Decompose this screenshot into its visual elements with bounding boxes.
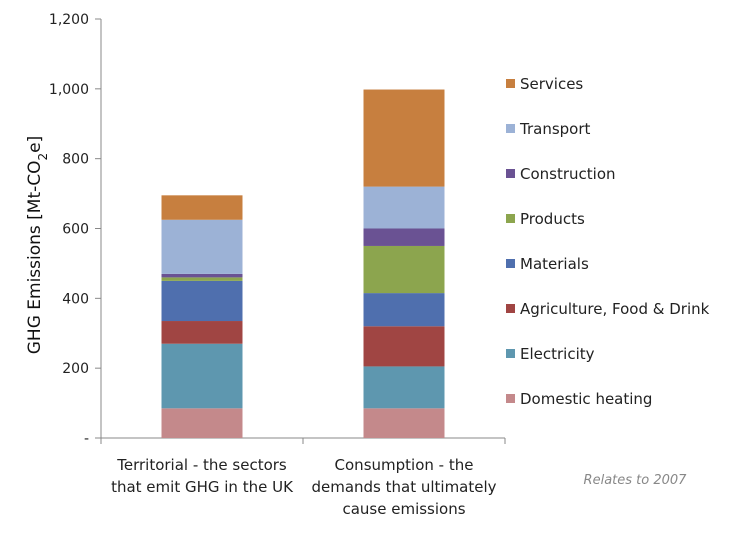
legend-label: Products bbox=[520, 210, 585, 228]
bar-segment bbox=[363, 293, 445, 327]
bars bbox=[161, 89, 445, 438]
y-tick-label: 800 bbox=[62, 152, 89, 168]
bar-segment bbox=[363, 186, 445, 229]
legend-swatch bbox=[506, 394, 515, 403]
x-category-label: Territorial - the sectors that emit GHG i… bbox=[111, 456, 294, 496]
legend-label: Services bbox=[520, 75, 583, 93]
legend-label: Transport bbox=[519, 120, 591, 138]
bar-segment bbox=[161, 219, 243, 274]
bar-segment bbox=[363, 326, 445, 367]
y-tick-label: 1,000 bbox=[49, 82, 89, 98]
bar-segment bbox=[161, 321, 243, 344]
legend-swatch bbox=[506, 304, 515, 313]
legend-swatch bbox=[506, 79, 515, 88]
x-category-label: Consumption - the demands that ultimately… bbox=[311, 456, 496, 518]
y-axis-label: GHG Emissions [Mt-CO2e] bbox=[25, 136, 50, 355]
bar-segment bbox=[161, 277, 243, 281]
legend-label: Agriculture, Food & Drink bbox=[520, 300, 710, 318]
legend-label: Materials bbox=[520, 255, 589, 273]
legend-label: Domestic heating bbox=[520, 390, 652, 408]
legend: Services Transport Construction Products Mat… bbox=[506, 75, 710, 408]
legend-swatch bbox=[506, 259, 515, 268]
y-tick-label: 400 bbox=[62, 291, 89, 307]
bar-segment bbox=[363, 408, 445, 438]
bar-segment bbox=[161, 343, 243, 409]
bar-segment bbox=[363, 89, 445, 187]
category-labels: Territorial - the sectors that emit GHG i… bbox=[111, 456, 497, 518]
x-axis bbox=[100, 437, 506, 444]
legend-swatch bbox=[506, 169, 515, 178]
bar-segment bbox=[161, 273, 243, 278]
y-tick-label: - bbox=[84, 431, 89, 447]
legend-label: Construction bbox=[520, 165, 616, 183]
legend-swatch bbox=[506, 214, 515, 223]
y-tick-label: 600 bbox=[62, 222, 89, 238]
bar-segment bbox=[161, 195, 243, 220]
bar-segment bbox=[161, 280, 243, 322]
bar-segment bbox=[363, 366, 445, 409]
legend-swatch bbox=[506, 124, 515, 133]
note-text: Relates to 2007 bbox=[584, 473, 688, 488]
bar-segment bbox=[363, 245, 445, 294]
legend-label: Electricity bbox=[520, 345, 595, 363]
y-tick-label: 200 bbox=[62, 361, 89, 377]
y-tick-label: 1,200 bbox=[49, 12, 89, 28]
bar-segment bbox=[363, 228, 445, 246]
bar-segment bbox=[161, 408, 243, 438]
y-axis: - 200 400 600 800 1,000 1,200 bbox=[49, 12, 102, 447]
legend-swatch bbox=[506, 349, 515, 358]
